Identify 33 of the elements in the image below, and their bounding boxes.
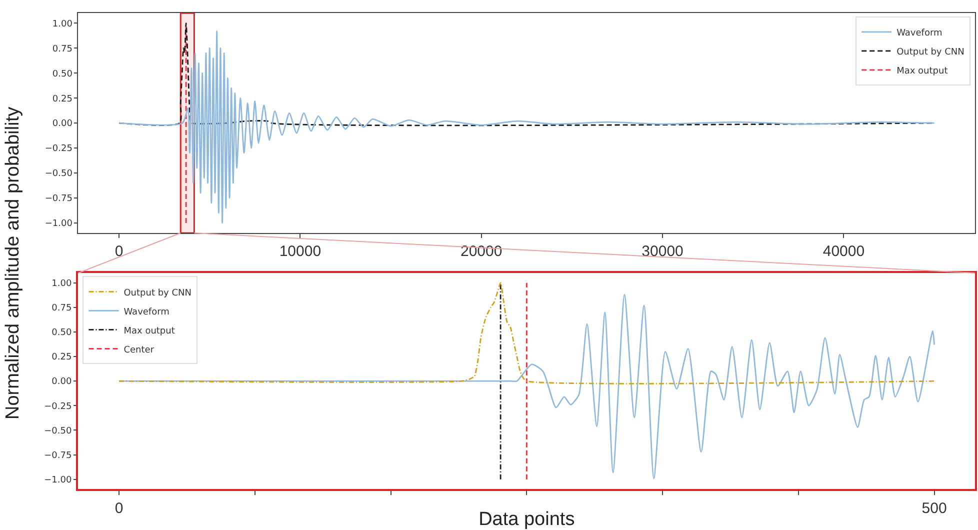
x-tick-label: 0 [114,243,124,260]
y-tick-label: 0.25 [52,352,72,363]
y-tick-label: 0.00 [52,377,72,388]
legend-label: Waveform [124,307,170,318]
y-tick-label: 0.00 [52,119,73,130]
x-tick-label: 500 [922,500,947,517]
legend-label: Center [124,345,154,356]
x-tick-label: 10000 [279,243,322,260]
legend-label: Waveform [896,28,942,38]
y-tick-label: −1.00 [44,476,72,486]
y-tick-label: 0.75 [52,304,72,314]
y-tick-label: −0.50 [44,426,72,436]
x-axis-title: Data points [478,509,575,530]
legend-label: Max output [124,326,176,336]
legend-label: Output by CNN [896,47,964,58]
y-tick-label: −1.00 [44,219,73,230]
y-tick-label: 0.75 [52,44,72,54]
y-tick-label: 1.00 [52,278,72,289]
y-tick-label: 0.50 [52,328,72,338]
legend-label: Output by CNN [124,288,192,298]
legend-label: Max output [896,66,948,76]
y-tick-label: 0.25 [52,94,72,104]
y-axis-title: Normalized amplitude and probability [2,106,24,420]
y-tick-label: −0.25 [44,402,72,412]
y-tick-label: −0.50 [44,169,73,180]
x-tick-label: 0 [114,500,124,517]
y-tick-label: 1.00 [52,19,73,30]
y-tick-label: −0.75 [44,194,72,204]
y-tick-label: −0.75 [44,450,72,461]
x-tick-label: 30000 [642,243,684,260]
x-tick-label: 40000 [822,243,865,260]
y-tick-label: −0.25 [44,144,72,154]
y-tick-label: 0.50 [52,69,73,80]
